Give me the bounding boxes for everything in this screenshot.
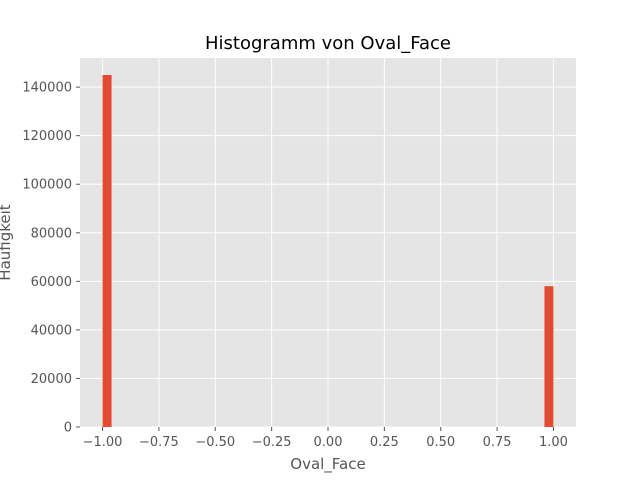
- x-axis-ticks: −1.00 −0.75 −0.50 −0.25 0.00 0.25 0.50 0.75 1.00: [83, 427, 568, 450]
- y-tick-label: 120000: [22, 129, 72, 144]
- x-axis-label: Oval_Face: [290, 455, 365, 474]
- y-tick-label: 100000: [22, 178, 72, 193]
- y-axis-label: Häufigkeit: [0, 204, 14, 280]
- y-tick-label: 20000: [31, 372, 72, 387]
- x-tick-label: 0.75: [483, 435, 512, 450]
- x-tick-label: −0.75: [139, 435, 179, 450]
- y-tick-label: 140000: [22, 81, 72, 96]
- x-tick-label: 0.50: [426, 435, 455, 450]
- histogram-bar: [102, 74, 112, 428]
- y-tick-label: 60000: [31, 275, 72, 290]
- x-tick-label: −1.00: [83, 435, 123, 450]
- chart-title: Histogramm von Oval_Face: [205, 33, 451, 54]
- y-axis-ticks: 0 20000 40000 60000 80000 100000 120000 140000: [22, 81, 80, 436]
- y-tick-label: 40000: [31, 323, 72, 338]
- bars: [102, 74, 554, 428]
- x-tick-label: −0.50: [195, 435, 235, 450]
- x-tick-label: −0.25: [252, 435, 292, 450]
- y-tick-label: 80000: [31, 226, 72, 241]
- x-tick-label: 1.00: [539, 435, 568, 450]
- y-tick-label: 0: [64, 421, 72, 436]
- histogram-bar: [544, 286, 554, 427]
- x-tick-label: 0.00: [314, 435, 343, 450]
- x-tick-label: 0.25: [370, 435, 399, 450]
